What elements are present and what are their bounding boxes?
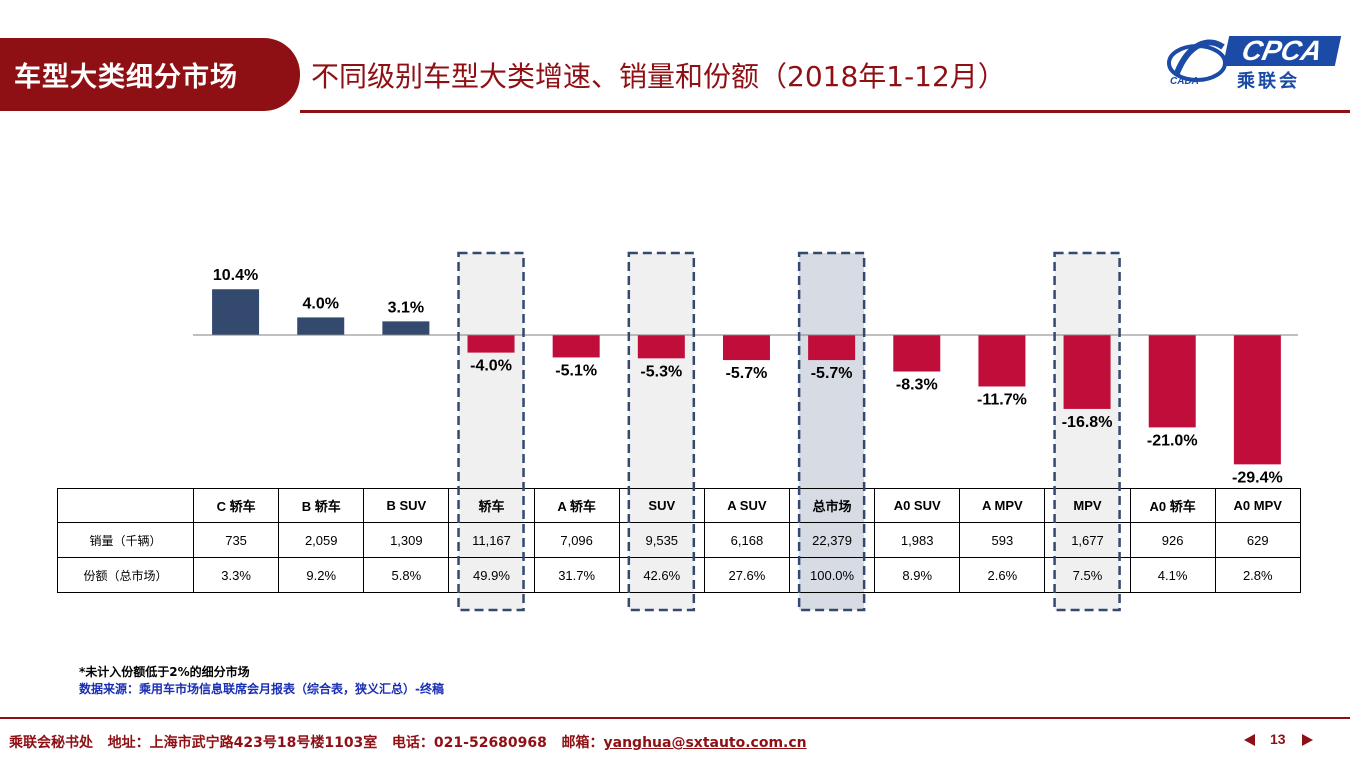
data-table: C 轿车 B 轿车 B SUV 轿车 A 轿车 SUV A SUV 总市场 A0 SUV A MP… (57, 488, 1301, 593)
sales-cell-9: 593 (959, 522, 1046, 558)
column-header-6: A SUV (703, 488, 790, 523)
table-row-sales: 销量（千辆） 735 2,059 1,309 11,167 7,096 9,535 6,16… (57, 522, 1301, 558)
table-row-share: 份额（总市场） 3.3% 9.2% 5.8% 49.9% 31.7% 42.6% 27.6%… (57, 557, 1301, 593)
table-corner-cell (57, 488, 194, 523)
table-header-row: C 轿车 B 轿车 B SUV 轿车 A 轿车 SUV A SUV 总市场 A0 SUV A MP… (57, 488, 1301, 523)
logo-sub-brand: CADA (1170, 76, 1199, 87)
section-tab-label: 车型大类细分市场 (14, 62, 238, 93)
footer-address: 地址：上海市武宁路423号18号楼1103室 (107, 735, 378, 751)
bar-9 (978, 335, 1026, 387)
sales-cell-0: 735 (192, 522, 280, 558)
bar-value-label-9: -11.7% (977, 391, 1027, 408)
bar-6 (722, 335, 770, 361)
footer-email-label: 邮箱： (561, 735, 604, 751)
sales-cell-6: 6,168 (703, 522, 790, 558)
share-cell-10: 7.5% (1044, 557, 1131, 593)
column-header-0: C 轿车 (192, 488, 280, 523)
label-layer: 10.4% 4.0% 3.1% -4.0% -5.1% -5.3% -5.7% -5.7% -8… (213, 267, 1283, 486)
page-number: 13 (1270, 731, 1286, 747)
column-header-9: A MPV (959, 488, 1046, 523)
sales-cell-2: 1,309 (363, 522, 450, 558)
sales-cell-10: 1,677 (1044, 522, 1131, 558)
pager: 13 (1244, 730, 1314, 750)
bar-value-label-5: -5.3% (640, 363, 682, 380)
footer-email-link[interactable]: yanghua@sxtauto.com.cn (603, 735, 807, 751)
footer-org: 乘联会秘书处 (9, 735, 93, 751)
bar-3 (467, 335, 515, 353)
column-header-8: A0 SUV (874, 488, 961, 523)
next-page-icon[interactable] (1302, 734, 1313, 746)
column-header-12: A0 MPV (1214, 488, 1301, 523)
share-cell-9: 2.6% (959, 557, 1046, 593)
bar-0 (212, 289, 260, 335)
sales-cell-11: 926 (1129, 522, 1216, 558)
share-cell-12: 2.8% (1214, 557, 1301, 593)
column-header-11: A0 轿车 (1129, 488, 1216, 523)
section-tab (0, 38, 300, 111)
share-cell-0: 3.3% (192, 557, 280, 593)
bar-12 (1233, 335, 1281, 465)
share-cell-2: 5.8% (363, 557, 450, 593)
footer-divider (0, 717, 1350, 719)
share-cell-3: 49.9% (448, 557, 535, 593)
column-header-10: MPV (1044, 488, 1131, 523)
bar-10 (1063, 335, 1111, 409)
share-cell-1: 9.2% (278, 557, 365, 593)
column-header-4: A 轿车 (533, 488, 620, 523)
bar-value-label-8: -8.3% (896, 377, 938, 394)
column-header-5: SUV (618, 488, 705, 523)
page-title: 不同级别车型大类增速、销量和份额（2018年1-12月） (311, 60, 1006, 93)
share-cell-5: 42.6% (618, 557, 705, 593)
bar-value-label-12: -29.4% (1232, 469, 1283, 486)
bar-7 (808, 335, 856, 361)
prev-page-icon[interactable] (1244, 734, 1255, 746)
bar-4 (552, 335, 600, 358)
share-cell-8: 8.9% (874, 557, 961, 593)
sales-cell-3: 11,167 (448, 522, 535, 558)
bar-2 (382, 321, 430, 335)
bar-value-label-4: -5.1% (555, 362, 597, 379)
bar-1 (297, 317, 345, 335)
sales-cell-7: 22,379 (788, 522, 876, 558)
column-header-2: B SUV (363, 488, 450, 523)
share-cell-11: 4.1% (1129, 557, 1216, 593)
bar-value-label-6: -5.7% (726, 365, 768, 382)
footnote: *未计入份额低于2%的细分市场 (79, 665, 250, 679)
sales-cell-12: 629 (1214, 522, 1301, 558)
bar-5 (637, 335, 685, 359)
bar-11 (1148, 335, 1196, 428)
column-header-7: 总市场 (788, 488, 876, 523)
logo-cn-name: 乘联会 (1237, 71, 1300, 92)
column-header-1: B 轿车 (278, 488, 365, 523)
share-cell-6: 27.6% (703, 557, 790, 593)
row-header-sales: 销量（千辆） (57, 522, 194, 558)
bar-value-label-3: -4.0% (470, 358, 512, 375)
bar-value-label-2: 3.1% (388, 299, 424, 316)
bar-value-label-10: -16.8% (1062, 414, 1113, 431)
sales-cell-8: 1,983 (874, 522, 961, 558)
share-cell-4: 31.7% (533, 557, 620, 593)
sales-cell-1: 2,059 (278, 522, 365, 558)
bar-value-label-1: 4.0% (302, 295, 338, 312)
footer-contact: 乘联会秘书处 地址：上海市武宁路423号18号楼1103室 电话：021-526… (9, 732, 807, 752)
sales-cell-4: 7,096 (533, 522, 620, 558)
bar-value-label-7: -5.7% (811, 365, 853, 382)
data-source-note: 数据来源：乘用车市场信息联席会月报表（综合表，狭义汇总）-终稿 (79, 682, 444, 696)
header-divider (300, 110, 1350, 113)
footer-phone: 电话：021-52680968 (391, 735, 547, 751)
share-cell-7: 100.0% (788, 557, 876, 593)
row-header-share: 份额（总市场） (57, 557, 194, 593)
bar-8 (893, 335, 941, 372)
bar-value-label-0: 10.4% (213, 267, 258, 284)
sales-cell-5: 9,535 (618, 522, 705, 558)
bar-value-label-11: -21.0% (1147, 432, 1198, 449)
column-header-3: 轿车 (448, 488, 535, 523)
